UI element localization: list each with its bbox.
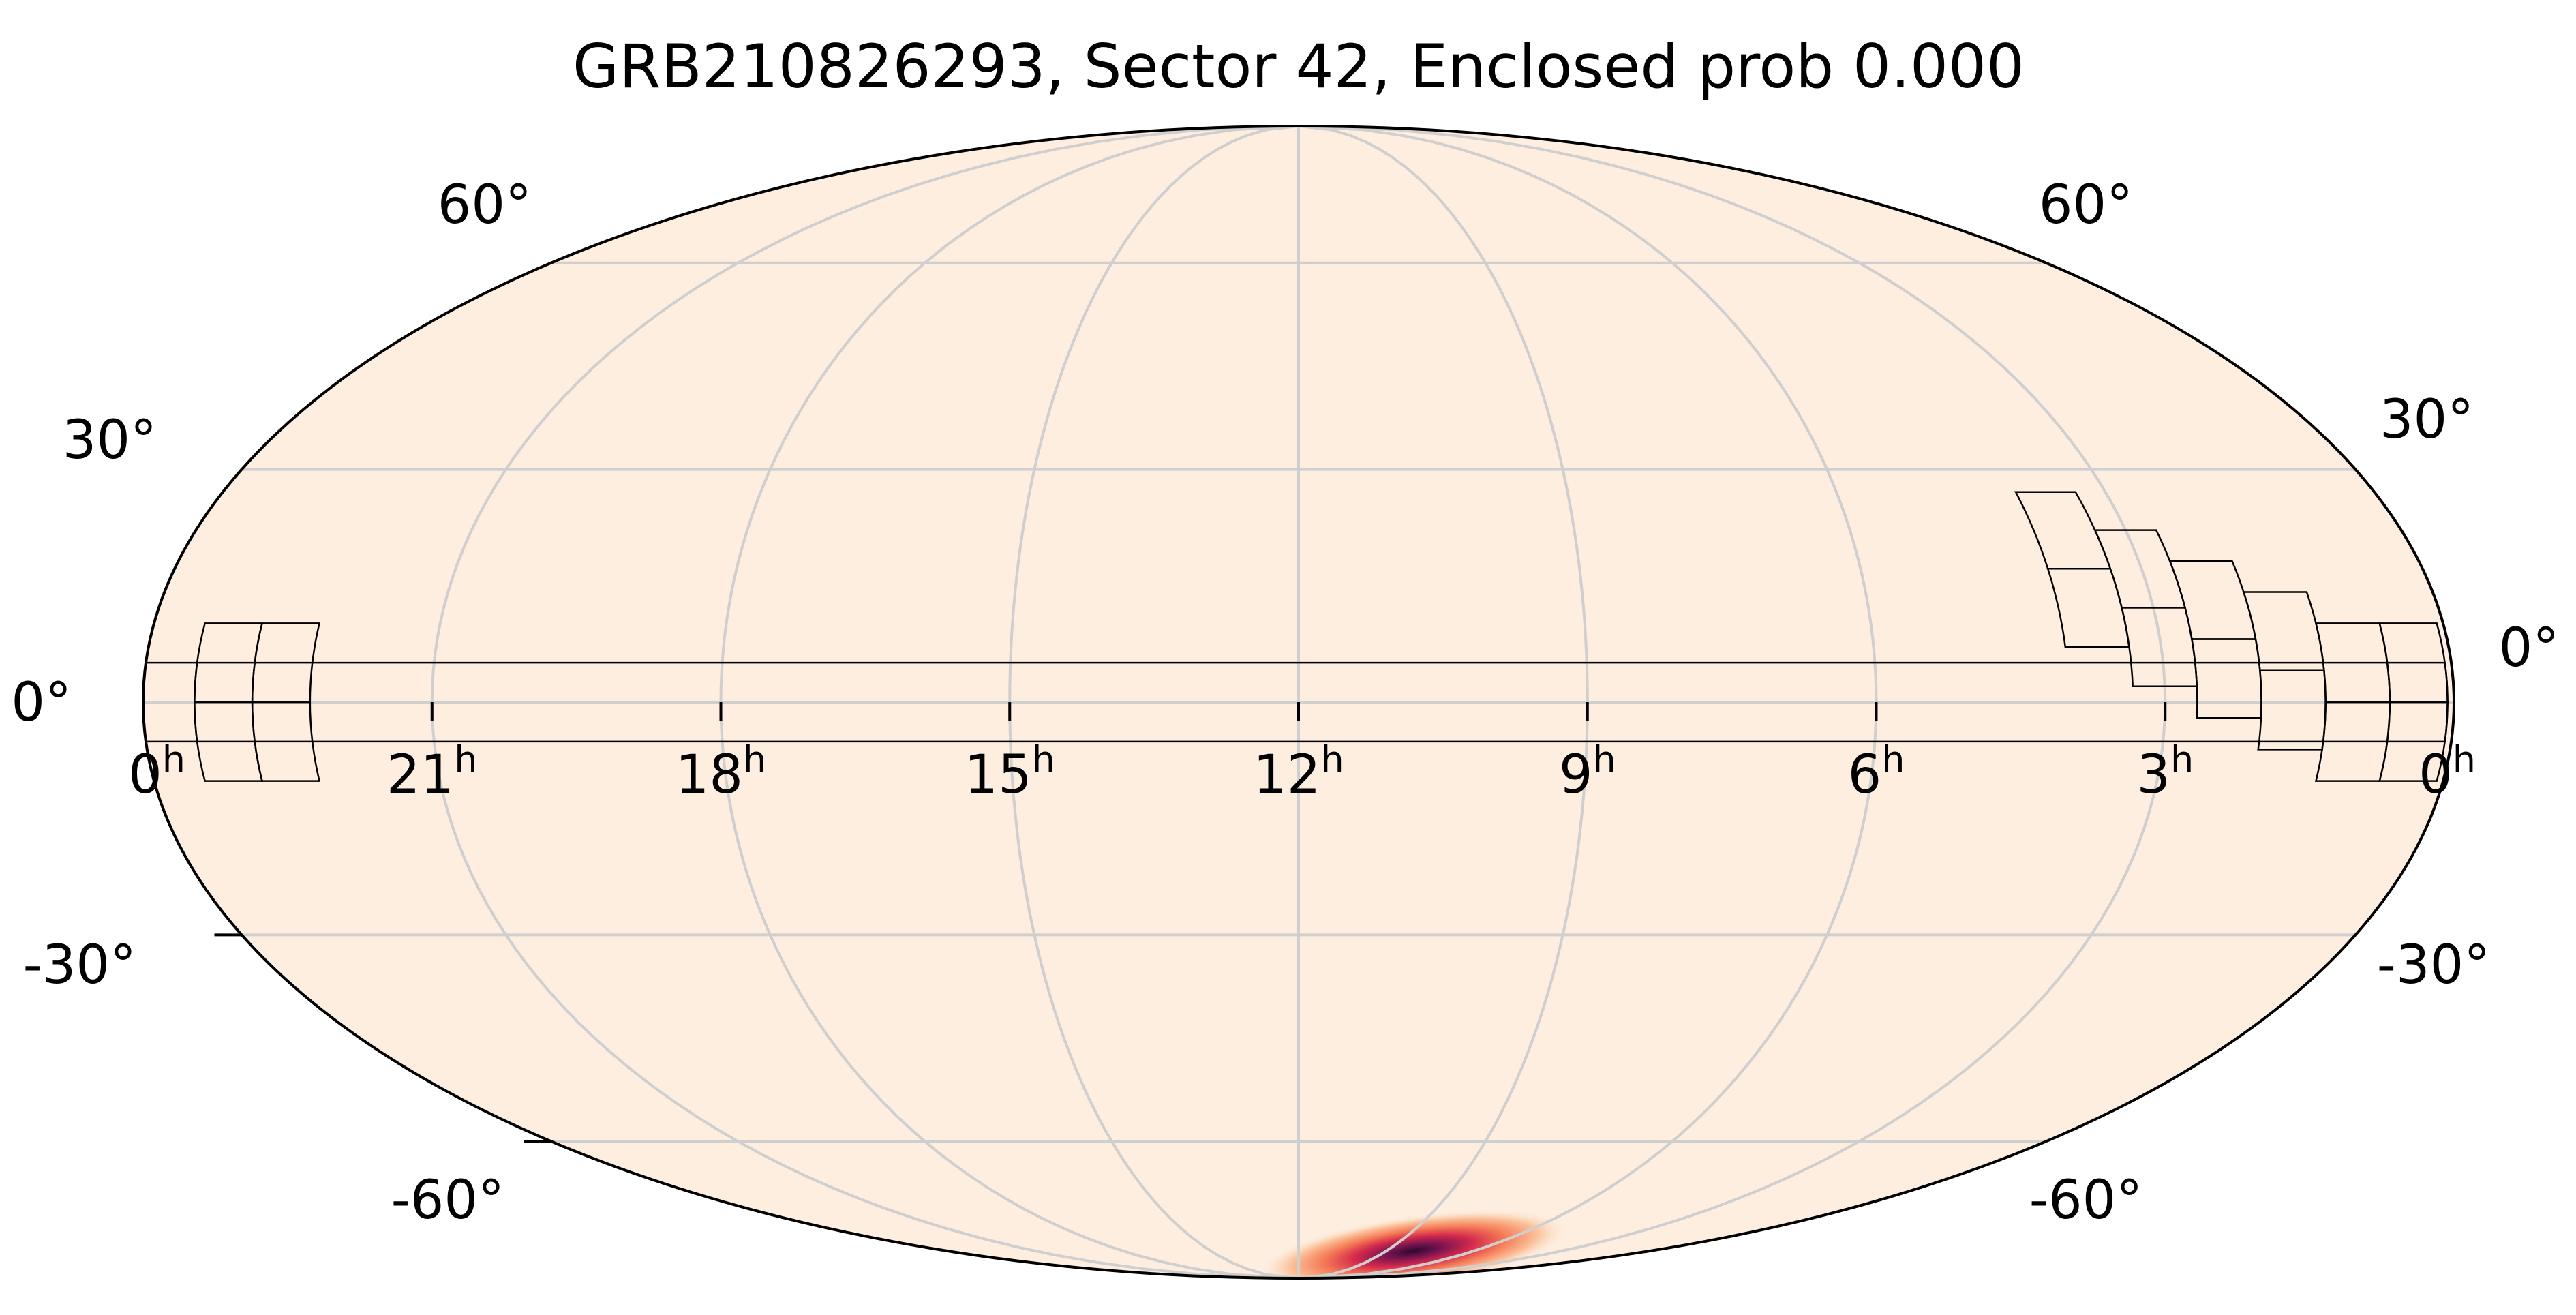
dec-tick-label-left: 60° — [438, 175, 532, 236]
ra-tick-label: 0h — [2419, 738, 2476, 806]
ra-tick-label: 15h — [965, 738, 1056, 806]
ra-tick-label: 9h — [1559, 738, 1616, 806]
dec-tick-label-right: 0° — [2499, 618, 2560, 679]
tess-sector-footprints — [147, 491, 2449, 782]
chart-title: GRB210826293, Sector 42, Enclosed prob 0… — [573, 31, 2025, 102]
ra-tick-label: 6h — [1848, 738, 1905, 806]
dec-tick-label-right: -30° — [2377, 935, 2490, 996]
sky-boundary — [142, 125, 2455, 1280]
ra-tick-label: 0h — [128, 738, 185, 806]
dec-tick-labels: 60° 60° 30° 30° 0° 0° -30° -30° -60° -60° — [11, 175, 2559, 1231]
ra-tick-label: 18h — [676, 738, 767, 806]
ccd-footprint-cam3-ccd4 — [2257, 669, 2327, 751]
dec-tick-label-left: 30° — [63, 410, 157, 471]
axis-ticks — [214, 702, 2167, 1143]
ra-tick-label: 3h — [2136, 738, 2194, 806]
ccd-footprint-cam3-ccd1 — [2314, 701, 2391, 782]
dec-tick-label-left: -60° — [391, 1170, 504, 1231]
probability-hotspot — [1258, 1209, 1569, 1278]
dec-tick-label-left: 0° — [11, 672, 72, 734]
ccd-footprint-cam4-ccd5 — [2046, 567, 2130, 648]
dec-tick-label-left: -30° — [23, 935, 136, 996]
ccd-footprint-cam4-ccd4 — [2121, 607, 2198, 688]
ccd-footprint-cam4-ccd1 — [2190, 638, 2262, 719]
ccd-footprint-cam1-ccd4 — [194, 701, 264, 782]
dec-tick-label-right: -60° — [2029, 1170, 2142, 1231]
ra-tick-label: 21h — [387, 738, 478, 806]
dec-tick-label-right: 60° — [2039, 175, 2133, 236]
ra-tick-labels: 0h 21h 18h 15h 12h 9h 6h 3h 0h — [128, 738, 2476, 806]
probability-hotspot-layer — [1258, 1209, 1569, 1278]
ra-tick-label: 12h — [1253, 738, 1344, 806]
dec-tick-label-right: 30° — [2380, 389, 2474, 451]
